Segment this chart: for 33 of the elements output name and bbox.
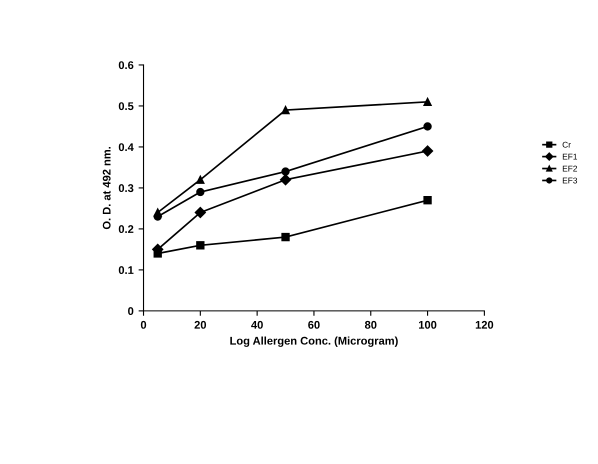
point [423,122,432,131]
x-tick-label: 20 [194,320,206,329]
x-tick-label: 80 [364,320,376,329]
point [280,174,292,186]
x-axis-title: Log Allergen Conc. (Microgram) [230,336,398,347]
legend-label: Cr [562,142,571,148]
y-axis-title: O. D. at 492 nm. [102,147,111,230]
point [281,232,290,242]
x-tick-label: 0 [140,320,146,329]
x-tick-label: 100 [419,320,436,329]
point [423,196,432,204]
point [196,241,204,250]
y-tick-label: 0.3 [118,184,134,192]
legend-label: EF2 [562,166,578,172]
y-tick-label: 0.6 [118,61,134,70]
point [194,206,206,218]
point [281,167,290,176]
y-tick-label: 0 [128,307,134,316]
point [196,176,204,184]
x-tick-label: 60 [308,320,320,329]
point [196,188,204,196]
y-tick-label: 0.1 [118,266,134,274]
y-tick-label: 0.5 [118,102,134,110]
y-tick-label: 0.2 [118,225,134,234]
point [281,106,290,114]
point [154,208,162,217]
y-tick-label: 0.4 [118,143,134,152]
x-tick-label: 40 [251,320,263,329]
point [422,145,434,157]
point [423,98,432,106]
legend-label: EF3 [562,178,578,184]
legend-label: EF1 [562,154,578,160]
x-tick-label: 120 [476,320,494,329]
